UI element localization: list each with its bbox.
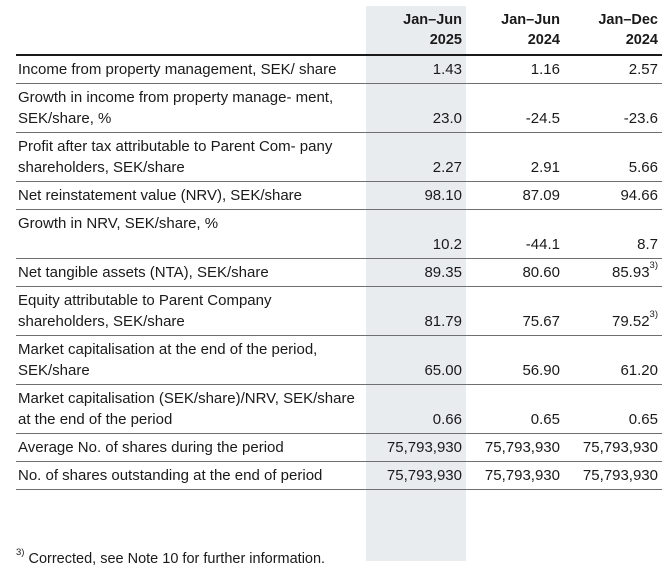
value-2025-h1: 89.35 <box>366 258 466 287</box>
row-label: Growth in income from property manage- m… <box>16 83 366 133</box>
footnote-marker: 3) <box>649 260 658 271</box>
value-2024-fy: -23.6 <box>564 83 662 133</box>
column-header-year: 2024 <box>625 32 658 48</box>
column-header-period: Jan–Dec <box>598 12 658 28</box>
value-2024-h1: 75.67 <box>466 286 564 336</box>
table-row: Income from property management, SEK/ sh… <box>16 55 662 84</box>
value-2025-h1: 65.00 <box>366 335 466 385</box>
value-2024-h1: -44.1 <box>466 209 564 259</box>
table-row: Growth in income from property manage- m… <box>16 83 662 133</box>
table-row: Profit after tax attributable to Parent … <box>16 132 662 182</box>
value-2024-fy: 5.66 <box>564 132 662 182</box>
footnote-text: Corrected, see Note 10 for further infor… <box>24 551 326 567</box>
value-2025-h1: 10.2 <box>366 209 466 259</box>
column-header-period: Jan–Jun <box>403 12 462 28</box>
value-2024-h1: -24.5 <box>466 83 564 133</box>
table-row: Average No. of shares during the period … <box>16 433 662 462</box>
footnote-marker: 3) <box>16 547 25 558</box>
table-row: Growth in NRV, SEK/share, % 10.2 -44.1 8… <box>16 209 662 259</box>
table-row: Equity attributable to Parent Company sh… <box>16 286 662 336</box>
row-label: Income from property management, SEK/ sh… <box>16 55 366 84</box>
row-label: No. of shares outstanding at the end of … <box>16 461 366 490</box>
value-2024-h1: 80.60 <box>466 258 564 287</box>
header-label-cell <box>16 6 366 56</box>
table-row: Net tangible assets (NTA), SEK/share 89.… <box>16 258 662 287</box>
value-2024-h1: 1.16 <box>466 55 564 84</box>
value-2024-fy: 79.523) <box>564 286 662 336</box>
key-figures-table: Jan–Jun 2025 Jan–Jun 2024 Jan–Dec 2024 I… <box>16 6 662 490</box>
row-label: Net tangible assets (NTA), SEK/share <box>16 258 366 287</box>
value-2025-h1: 0.66 <box>366 384 466 434</box>
value-2024-fy: 2.57 <box>564 55 662 84</box>
column-header-year: 2024 <box>527 32 560 48</box>
value-2024-fy: 75,793,930 <box>564 433 662 462</box>
value-2024-fy: 0.65 <box>564 384 662 434</box>
value-2025-h1: 2.27 <box>366 132 466 182</box>
value-text: 79.52 <box>612 313 650 330</box>
row-label: Profit after tax attributable to Parent … <box>16 132 366 182</box>
table-row: Market capitalisation at the end of the … <box>16 335 662 385</box>
value-2024-h1: 56.90 <box>466 335 564 385</box>
value-2025-h1: 1.43 <box>366 55 466 84</box>
value-2025-h1: 75,793,930 <box>366 461 466 490</box>
table-row: No. of shares outstanding at the end of … <box>16 461 662 490</box>
column-header-period: Jan–Jun <box>501 12 560 28</box>
table-row: Market capitalisation (SEK/share)/NRV, S… <box>16 384 662 434</box>
row-label: Market capitalisation (SEK/share)/NRV, S… <box>16 384 366 434</box>
value-2024-fy: 8.7 <box>564 209 662 259</box>
value-2024-fy: 75,793,930 <box>564 461 662 490</box>
value-2024-fy: 61.20 <box>564 335 662 385</box>
header-row: Jan–Jun 2025 Jan–Jun 2024 Jan–Dec 2024 <box>16 6 662 56</box>
row-label: Net reinstatement value (NRV), SEK/share <box>16 181 366 210</box>
value-2024-h1: 0.65 <box>466 384 564 434</box>
value-2024-fy: 85.933) <box>564 258 662 287</box>
row-label: Equity attributable to Parent Company sh… <box>16 286 366 336</box>
value-2025-h1: 98.10 <box>366 181 466 210</box>
row-label: Growth in NRV, SEK/share, % <box>16 209 366 259</box>
value-2025-h1: 23.0 <box>366 83 466 133</box>
value-2024-h1: 2.91 <box>466 132 564 182</box>
value-2025-h1: 75,793,930 <box>366 433 466 462</box>
footnote: 3) Corrected, see Note 10 for further in… <box>16 547 326 569</box>
value-text: 85.93 <box>612 264 650 281</box>
table-row: Net reinstatement value (NRV), SEK/share… <box>16 181 662 210</box>
value-2024-fy: 94.66 <box>564 181 662 210</box>
footnote-marker: 3) <box>649 309 658 320</box>
row-label: Average No. of shares during the period <box>16 433 366 462</box>
value-2024-h1: 87.09 <box>466 181 564 210</box>
value-2024-h1: 75,793,930 <box>466 433 564 462</box>
value-2025-h1: 81.79 <box>366 286 466 336</box>
value-2024-h1: 75,793,930 <box>466 461 564 490</box>
row-label: Market capitalisation at the end of the … <box>16 335 366 385</box>
column-header-jan-jun-2024: Jan–Jun 2024 <box>466 6 564 56</box>
column-header-year: 2025 <box>429 32 462 48</box>
column-header-jan-dec-2024: Jan–Dec 2024 <box>564 6 662 56</box>
row-label-text: Growth in NRV, SEK/share, % <box>18 215 219 232</box>
column-header-jan-jun-2025: Jan–Jun 2025 <box>366 6 466 56</box>
